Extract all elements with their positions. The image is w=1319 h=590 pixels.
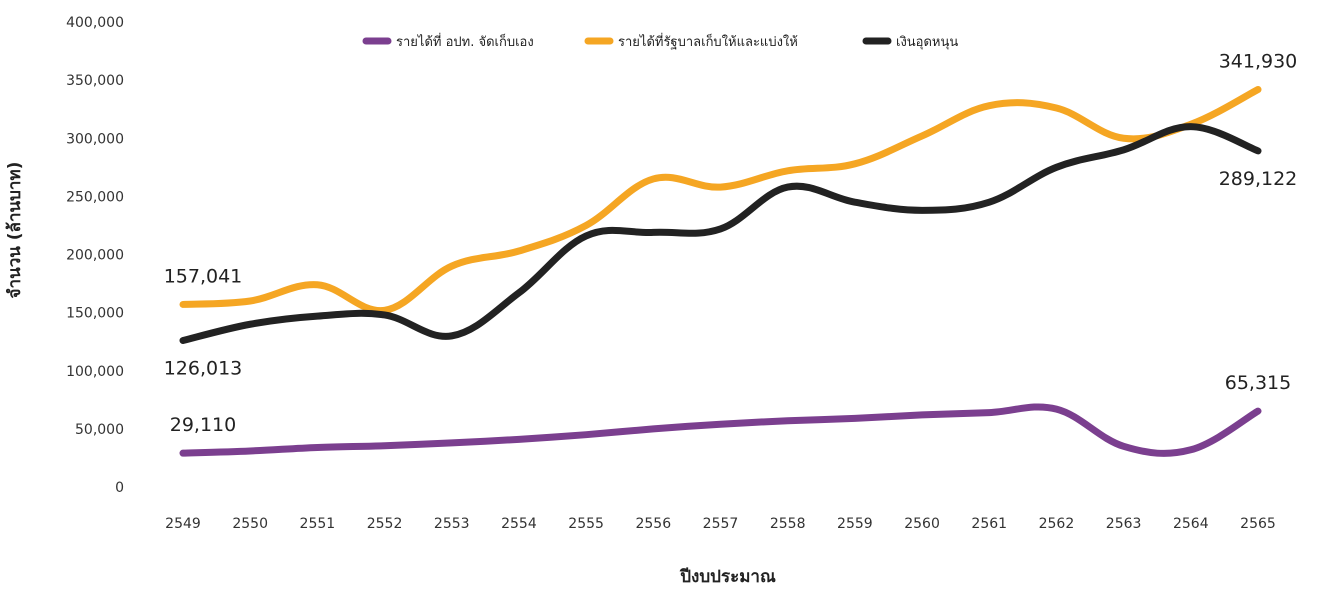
y-tick-label: 350,000 [66,73,124,89]
legend-label-2: เงินอุดหนุน [896,35,958,50]
y-tick-label: 400,000 [66,15,124,31]
x-tick-label: 2557 [703,516,739,532]
legend-label-0: รายได้ที่ อปท. จัดเก็บเอง [396,32,534,50]
x-tick-label: 2562 [1039,516,1075,532]
x-axis-title: ปีงบประมาณ [679,566,776,587]
x-tick-label: 2549 [165,516,201,532]
data-label: 65,315 [1225,372,1291,394]
y-tick-label: 250,000 [66,189,124,205]
x-tick-label: 2553 [434,516,470,532]
y-tick-label: 200,000 [66,248,124,264]
x-tick-label: 2565 [1240,516,1276,532]
y-tick-label: 150,000 [66,306,124,322]
x-tick-label: 2558 [770,516,806,532]
x-tick-label: 2551 [300,516,336,532]
y-tick-label: 50,000 [75,422,124,438]
x-tick-label: 2564 [1173,516,1209,532]
data-label: 126,013 [164,358,243,380]
y-tick-label: 300,000 [66,131,124,147]
x-tick-label: 2561 [971,516,1007,532]
x-tick-label: 2563 [1106,516,1142,532]
data-label: 289,122 [1219,168,1298,190]
x-tick-label: 2555 [568,516,604,532]
x-tick-label: 2556 [635,516,671,532]
y-tick-label: 100,000 [66,364,124,380]
x-tick-label: 2559 [837,516,873,532]
legend-label-1: รายได้ที่รัฐบาลเก็บให้และแบ่งให้ [618,32,798,50]
series-line-1 [179,86,1262,314]
x-axis-ticks: 2549 2550 2551 2552 2553 2554 2555 2556 2557 2558… [165,516,1276,532]
series-lines [179,86,1262,457]
x-tick-label: 2560 [904,516,940,532]
data-label: 29,110 [170,414,236,436]
x-tick-label: 2550 [232,516,268,532]
legend: รายได้ที่ อปท. จัดเก็บเอง รายได้ที่รัฐบาล… [362,32,958,50]
y-axis-title: จำนวน (ล้านบาท) [5,162,25,299]
series-line-0 [179,403,1262,457]
series-line-2 [179,123,1262,345]
data-label: 157,041 [164,265,243,287]
data-labels: 29,110 65,315 157,041 341,930 126,013 289,122 [164,51,1298,437]
x-tick-label: 2554 [501,516,537,532]
data-label: 341,930 [1219,51,1298,73]
y-tick-label: 0 [115,480,124,496]
x-tick-label: 2552 [367,516,403,532]
y-axis-ticks: 0 50,000 100,000 150,000 200,000 250,000 300,0… [66,15,124,496]
